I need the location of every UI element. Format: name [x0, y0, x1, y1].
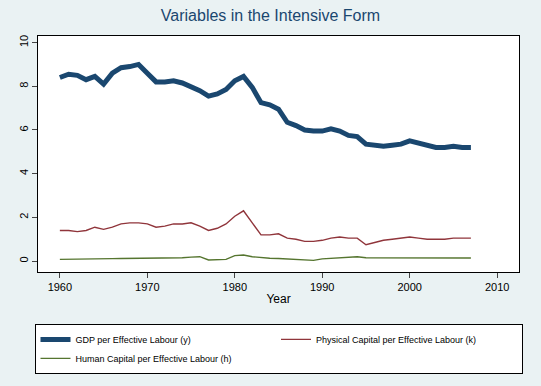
svg-text:Year: Year — [266, 292, 290, 306]
svg-text:1960: 1960 — [48, 281, 72, 293]
svg-text:4: 4 — [18, 169, 30, 175]
svg-text:6: 6 — [18, 125, 30, 131]
svg-text:Human Capital per Effective La: Human Capital per Effective Labour (h) — [76, 354, 232, 364]
svg-text:2000: 2000 — [397, 281, 421, 293]
svg-text:10: 10 — [18, 35, 30, 47]
svg-text:8: 8 — [18, 82, 30, 88]
svg-text:Physical Capital per Effective: Physical Capital per Effective Labour (k… — [316, 335, 476, 345]
svg-text:0: 0 — [18, 256, 30, 262]
svg-text:1980: 1980 — [223, 281, 247, 293]
svg-text:2010: 2010 — [485, 281, 509, 293]
svg-text:GDP per Effective Labour (y): GDP per Effective Labour (y) — [76, 335, 191, 345]
svg-text:Variables in the Intensive For: Variables in the Intensive Form — [161, 7, 380, 24]
svg-text:2: 2 — [18, 213, 30, 219]
svg-text:1990: 1990 — [310, 281, 334, 293]
svg-text:1970: 1970 — [135, 281, 159, 293]
